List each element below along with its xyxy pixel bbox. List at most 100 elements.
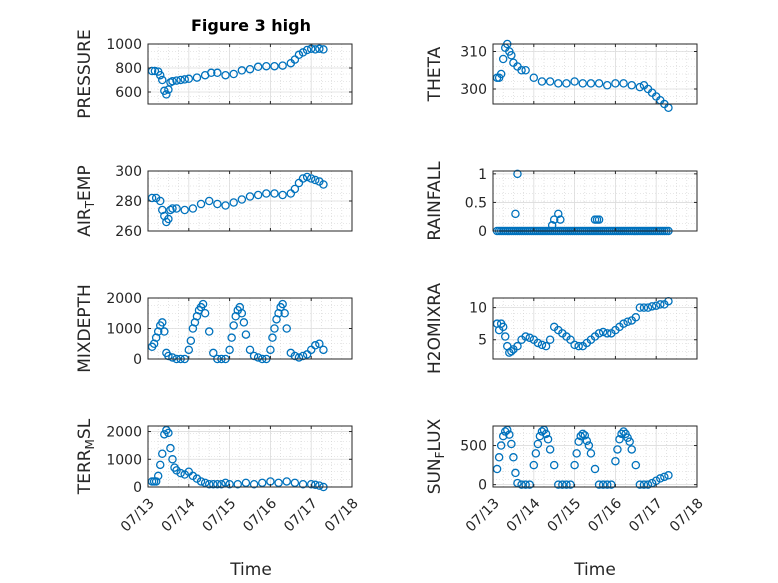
data-point-sun_flux (639, 480, 649, 489)
data-point-theta (602, 81, 612, 90)
data-point-theta (570, 77, 579, 86)
data-point-sun_flux (529, 460, 539, 470)
data-point-terr_msl (233, 479, 243, 489)
data-point-theta (627, 81, 636, 90)
x-tick-label: 07/17 (626, 495, 666, 535)
data-point-pressure (155, 70, 165, 80)
data-point-sun_flux (586, 449, 596, 458)
data-point-theta (517, 66, 526, 75)
data-point-air_temp (155, 196, 165, 206)
data-point-mixdepth (294, 353, 304, 362)
data-point-mixdepth (209, 348, 218, 358)
data-point-pressure (221, 70, 230, 80)
data-point-h2omixra (507, 347, 516, 356)
data-point-mixdepth (266, 345, 275, 355)
data-point-mixdepth (311, 341, 320, 350)
data-point-air_temp (164, 214, 173, 224)
data-point-sun_flux (570, 460, 579, 470)
data-point-mixdepth (298, 351, 308, 361)
x-tick-label: 07/13 (118, 495, 158, 535)
data-point-sun_flux (590, 464, 600, 474)
data-point-air_temp (319, 180, 328, 189)
data-point-terr_msl (217, 479, 226, 489)
data-point-sun_flux (584, 441, 594, 450)
data-point-pressure (168, 76, 177, 86)
y-axis-label-theta: THETA (425, 46, 445, 102)
data-point-mixdepth (315, 339, 324, 348)
data-point-theta (496, 69, 506, 79)
data-point-h2omixra (541, 341, 551, 351)
data-point-terr_msl (158, 449, 167, 458)
data-point-h2omixra (647, 302, 657, 311)
data-point-sun_flux (543, 435, 553, 444)
data-point-mixdepth (270, 324, 279, 333)
data-point-sun_flux (580, 431, 590, 440)
data-point-terr_msl (298, 479, 308, 489)
data-point-terr_msl (166, 443, 175, 453)
data-point-pressure (311, 45, 320, 54)
data-point-sun_flux (635, 480, 645, 489)
data-point-mixdepth (200, 308, 210, 318)
data-point-terr_msl (315, 481, 324, 490)
data-point-h2omixra (635, 303, 645, 312)
data-point-pressure (262, 61, 271, 71)
y-tick-label-rainfall: 0 (478, 224, 487, 240)
data-point-mixdepth (158, 318, 167, 327)
data-point-terr_msl (168, 455, 177, 464)
data-point-pressure (294, 50, 304, 60)
data-point-sun_flux (602, 480, 612, 489)
data-point-rainfall (554, 209, 563, 219)
data-point-h2omixra (521, 332, 530, 341)
y-tick-label-terr_msl: 2000 (106, 425, 142, 441)
data-point-theta (562, 79, 571, 88)
data-point-mixdepth (249, 351, 259, 361)
subplot-pressure: 600 800 1000 PRESSURE (75, 29, 353, 119)
data-point-sun_flux (582, 436, 592, 446)
y-tick-label-h2omixra: 5 (478, 333, 487, 349)
data-point-terr_msl (155, 460, 165, 470)
data-point-air_temp (172, 204, 181, 213)
data-point-mixdepth (239, 318, 249, 327)
data-point-air_temp (168, 204, 177, 213)
data-point-mixdepth (160, 327, 169, 336)
data-point-air_temp (302, 172, 312, 182)
data-point-terr_msl (209, 479, 218, 489)
data-point-sun_flux (611, 456, 620, 466)
data-point-air_temp (180, 205, 189, 215)
y-tick-label-theta: 300 (460, 82, 487, 98)
data-point-h2omixra (513, 341, 522, 351)
data-point-theta (537, 77, 547, 86)
data-point-rainfall (549, 215, 559, 224)
data-point-h2omixra (602, 329, 612, 338)
data-point-theta (619, 79, 628, 88)
data-point-air_temp (253, 190, 263, 200)
data-point-h2omixra (643, 303, 653, 312)
data-point-pressure (158, 75, 167, 85)
data-point-terr_msl (153, 471, 163, 481)
data-point-mixdepth (282, 324, 291, 333)
data-point-air_temp (245, 192, 255, 201)
data-point-sun_flux (576, 431, 585, 441)
data-point-theta (507, 51, 516, 60)
x-tick-label: 07/15 (545, 495, 585, 535)
data-point-terr_msl (306, 479, 316, 489)
data-point-pressure (176, 75, 185, 85)
subplot-rainfall: 0 0.5 1 RAINFALL (425, 161, 698, 241)
data-point-sun_flux (507, 439, 516, 449)
x-tick-label: 07/17 (281, 495, 321, 535)
y-tick-label-mixdepth: 2000 (106, 291, 142, 307)
data-point-air_temp (290, 184, 300, 194)
y-tick-label-air_temp: 300 (115, 164, 142, 180)
data-point-pressure (290, 55, 300, 64)
data-point-air_temp (188, 204, 198, 213)
data-point-pressure (315, 44, 324, 54)
data-point-pressure (229, 69, 238, 79)
data-point-sun_flux (660, 472, 669, 482)
data-point-sun_flux (656, 474, 665, 483)
data-point-air_temp (262, 189, 271, 198)
y-tick-label-pressure: 600 (115, 85, 142, 101)
data-point-pressure (172, 76, 181, 85)
data-point-sun_flux (541, 429, 551, 439)
x-tick-label: 07/14 (504, 495, 544, 535)
